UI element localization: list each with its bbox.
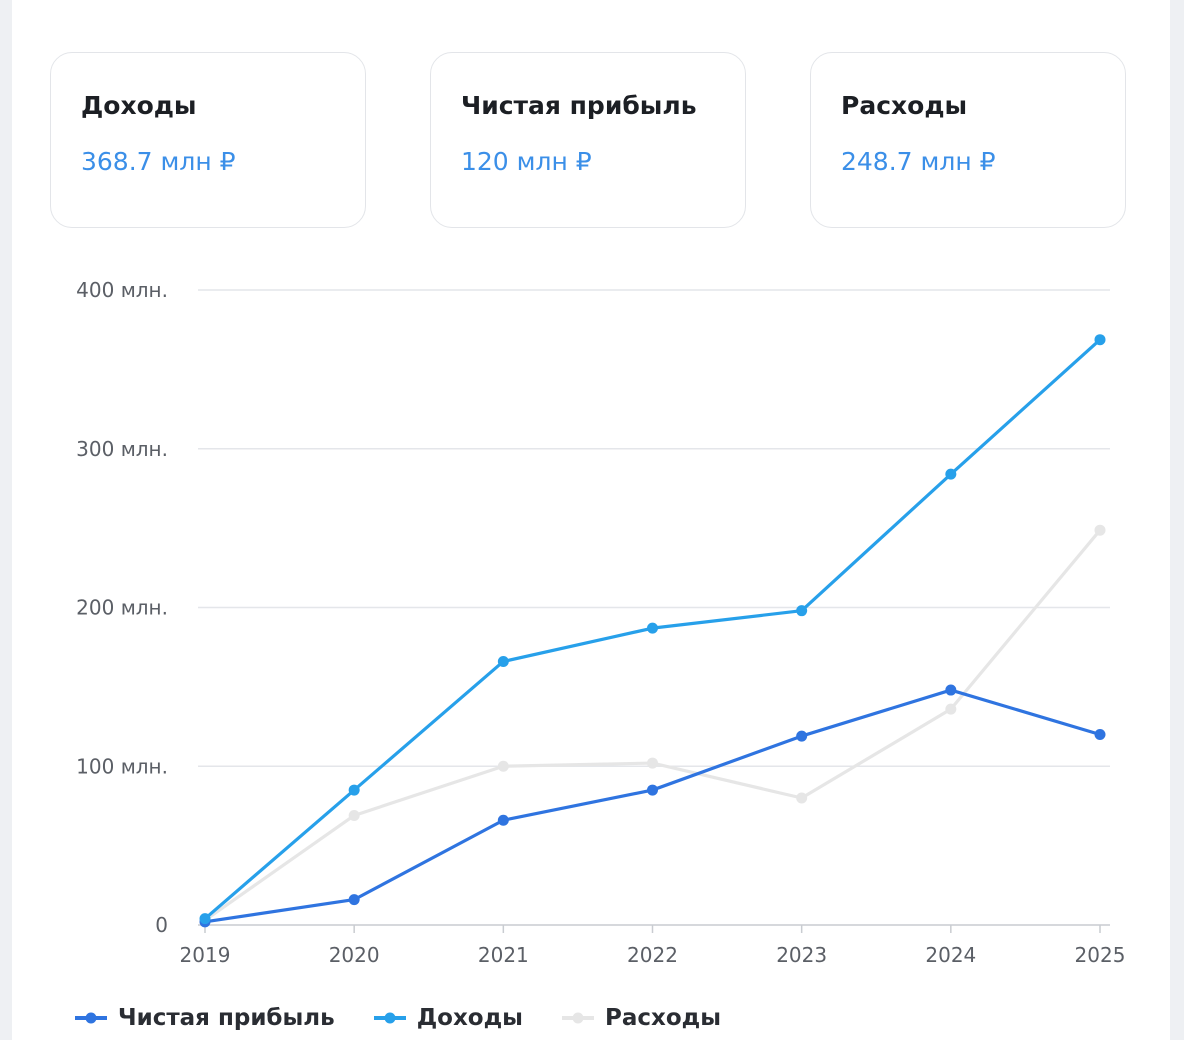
point-expenses-2020 [348,809,360,821]
legend-label-income: Доходы [416,1005,523,1031]
card-income-title: Доходы [81,91,197,120]
legend-marker-expenses [561,1012,594,1024]
x-tick-label-5: 2024 [925,943,976,967]
point-net-profit-2023 [796,730,808,742]
x-tick-label-1: 2020 [329,943,380,967]
y-tick-label-3: 300 млн. [76,437,168,461]
card-net-profit-title: Чистая прибыль [461,91,697,120]
legend-marker-net-profit [75,1012,107,1024]
point-income-2024 [945,468,957,480]
legend-marker-income [373,1012,406,1024]
card-net-profit-value: 120 млн ₽ [461,147,592,176]
point-net-profit-2020 [348,894,360,906]
legend-item-expenses[interactable]: Расходы [561,1005,721,1031]
x-tick-label-2: 2021 [478,943,529,967]
y-tick-label-4: 400 млн. [76,278,168,302]
point-expenses-2025 [1094,524,1106,536]
point-income-2019 [199,913,211,925]
point-income-2023 [796,605,808,617]
card-expenses-value: 248.7 млн ₽ [841,147,996,176]
card-income-value: 368.7 млн ₽ [81,147,236,176]
point-income-2025 [1094,334,1106,346]
legend-label-expenses: Расходы [604,1005,722,1031]
y-tick-label-2: 200 млн. [76,596,168,620]
point-income-2022 [647,622,658,634]
card-net-profit[interactable]: Чистая прибыль 120 млн ₽ [430,52,746,228]
point-net-profit-2021 [497,814,509,826]
point-net-profit-2025 [1094,729,1106,740]
point-net-profit-2022 [647,784,658,796]
legend-item-net-profit[interactable]: Чистая прибыль [74,1005,335,1031]
legend-item-income[interactable]: Доходы [373,1005,523,1031]
card-expenses[interactable]: Расходы 248.7 млн ₽ [810,52,1126,228]
point-income-2020 [348,784,360,796]
point-net-profit-2024 [945,684,957,696]
x-tick-label-0: 2019 [180,943,231,967]
card-income[interactable]: Доходы 368.7 млн ₽ [50,52,366,228]
y-tick-label-0: 0 [155,913,168,937]
point-expenses-2022 [647,757,658,769]
x-tick-label-6: 2025 [1075,943,1126,967]
point-expenses-2023 [796,792,808,804]
legend-label-net-profit: Чистая прибыль [118,1005,335,1031]
point-income-2021 [497,655,509,667]
x-tick-label-3: 2022 [627,943,678,967]
series-line-net-profit [203,688,1102,924]
card-expenses-title: Расходы [841,91,968,120]
point-expenses-2021 [497,760,509,772]
y-tick-label-1: 100 млн. [76,754,168,778]
series-line-expenses [203,528,1102,922]
line-chart: 0 100 млн. 200 млн. 300 млн. 400 млн. 2019 202… [76,278,1126,967]
chart-legend: Чистая прибыль Доходы Расходы [74,1000,759,1036]
point-expenses-2024 [945,703,957,715]
x-tick-label-4: 2023 [776,943,827,967]
